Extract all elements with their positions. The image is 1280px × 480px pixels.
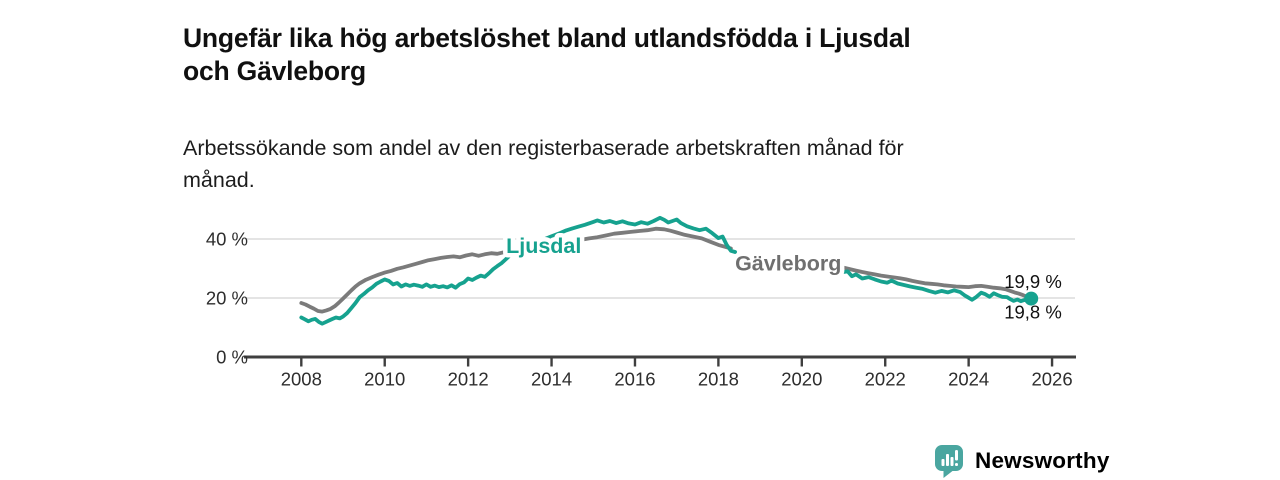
newsworthy-logo-icon: [935, 445, 963, 478]
x-tick-label: 2026: [1031, 369, 1072, 390]
brand-text: Newsworthy: [975, 448, 1110, 473]
series-label-ljusdal: Ljusdal: [506, 234, 581, 258]
x-tick-label: 2014: [531, 369, 572, 390]
page-title: Ungefär lika hög arbetslöshet bland utla…: [183, 22, 911, 86]
y-tick-label: 0 %: [216, 347, 248, 368]
x-tick-label: 2010: [364, 369, 405, 390]
x-tick-label: 2024: [948, 369, 989, 390]
x-tick-label: 2012: [448, 369, 489, 390]
x-tick-label: 2018: [698, 369, 739, 390]
line-end-dot: [1024, 291, 1039, 306]
gvleborg-line: [841, 265, 1034, 301]
y-tick-label: 20 %: [206, 288, 248, 309]
x-tick-label: 2008: [281, 369, 322, 390]
series-label-gvleborg: Gävleborg: [735, 252, 841, 276]
newsworthy-brand: Newsworthy: [934, 444, 1110, 478]
y-tick-label: 40 %: [206, 229, 248, 250]
gvleborg-line: [299, 226, 733, 314]
ljusdal-line: [841, 269, 1034, 304]
chart-subtitle: Arbetssökande som andel av den registerb…: [183, 135, 904, 192]
x-tick-label: 2022: [865, 369, 906, 390]
x-tick-label: 2020: [781, 369, 822, 390]
end-value-gavleborg: 19,9 %: [1004, 271, 1062, 292]
x-tick-label: 2016: [614, 369, 655, 390]
end-value-ljusdal: 19,8 %: [1004, 302, 1062, 323]
ljusdal-line: [299, 215, 737, 326]
